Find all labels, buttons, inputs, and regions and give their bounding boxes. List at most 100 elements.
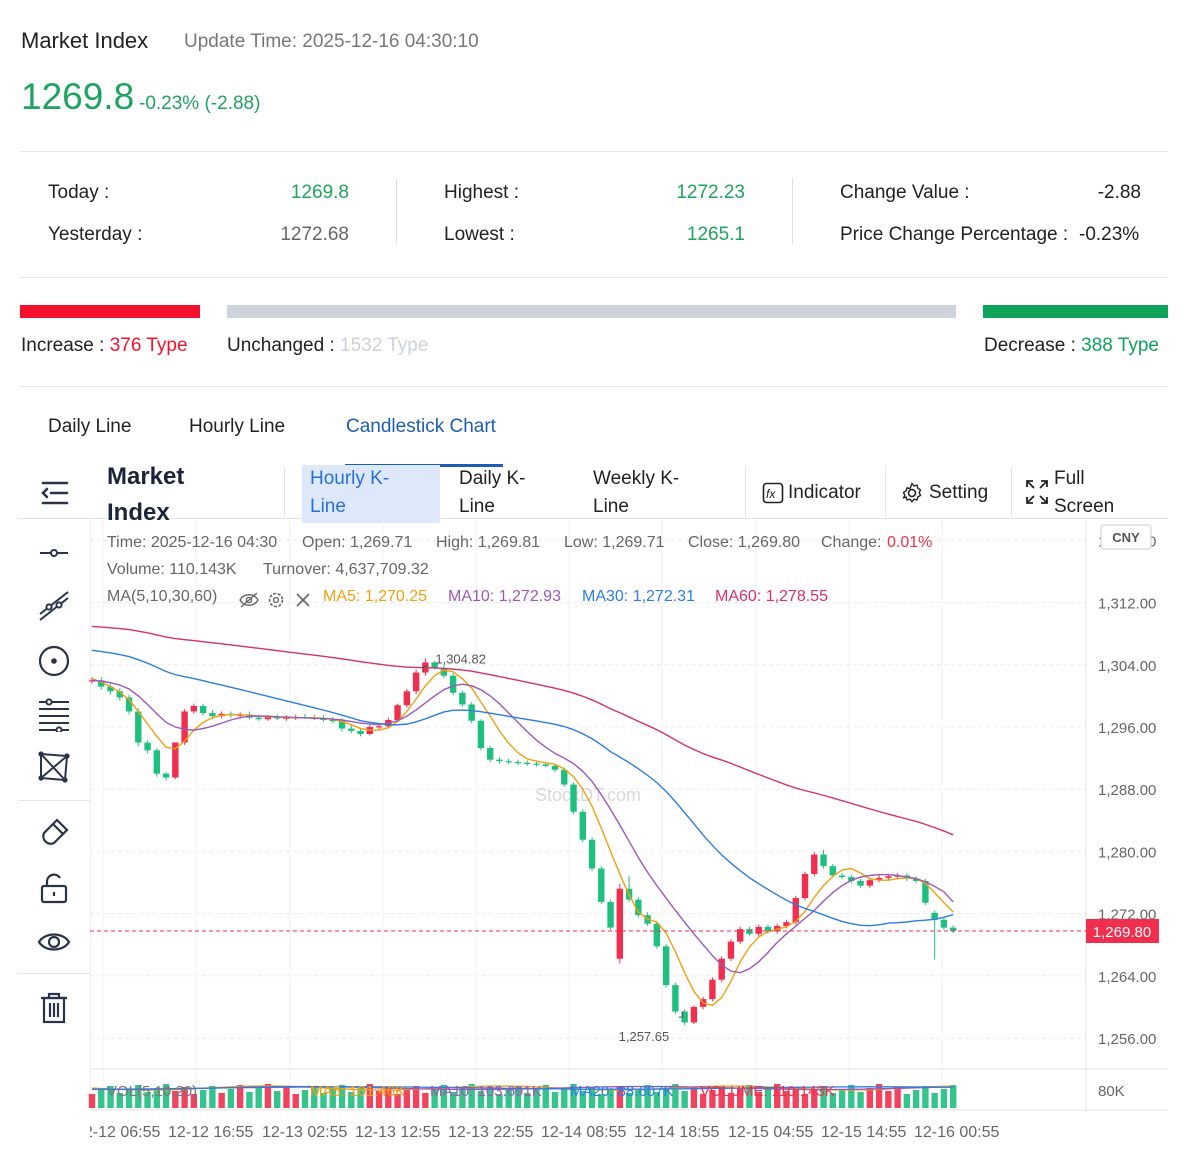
- legend-time: Time: 2025-12-16 04:30: [107, 534, 277, 551]
- candle-body: [431, 662, 438, 668]
- volume-bar: [681, 1091, 688, 1108]
- candle-body: [579, 811, 586, 840]
- volume-bar: [737, 1089, 744, 1108]
- legend-eye-icon[interactable]: [239, 592, 259, 608]
- candle-body: [755, 926, 762, 934]
- eye-icon[interactable]: [37, 925, 71, 959]
- pct-value: -0.23%: [1079, 224, 1140, 245]
- volume-bar: [431, 1089, 438, 1108]
- indicator-button[interactable]: fx Indicator: [762, 479, 861, 507]
- collapse-icon[interactable]: [37, 476, 71, 510]
- volume-bar: [246, 1092, 253, 1108]
- candle-body: [662, 946, 670, 986]
- candle-body: [329, 720, 336, 722]
- fullscreen-button[interactable]: Full Screen: [1054, 468, 1115, 517]
- candle-body: [320, 718, 327, 721]
- candle-body: [848, 877, 855, 881]
- volume-bar: [135, 1085, 142, 1108]
- candle-body: [838, 875, 846, 878]
- volume-bar: [570, 1084, 577, 1108]
- candle-body: [820, 854, 827, 867]
- lowest-value: 1265.1: [686, 224, 745, 245]
- setting-button[interactable]: Setting: [901, 479, 988, 507]
- price-change: -0.23% (-2.88): [139, 93, 261, 114]
- min-marker: [678, 1011, 684, 1018]
- symbol-name: Market Index: [107, 463, 185, 526]
- candle-body: [440, 667, 448, 676]
- candle-body: [394, 705, 401, 721]
- legend-close-icon[interactable]: [296, 593, 310, 607]
- x-tick-label: 12-13 12:55: [355, 1124, 441, 1141]
- tab-hourly-line[interactable]: Hourly Line: [189, 416, 286, 437]
- pattern-icon[interactable]: [37, 750, 71, 784]
- current-price: 1269.8: [21, 76, 135, 117]
- volume-bar: [727, 1093, 735, 1108]
- candle-body: [709, 979, 716, 1000]
- vol-legend-ma10: MA10: 103.691K: [430, 1083, 542, 1100]
- volume-bar: [116, 1093, 123, 1108]
- legend-ma5: MA5: 1,270.25: [323, 588, 427, 605]
- candle-body: [607, 901, 614, 928]
- ma30-line: [91, 649, 954, 927]
- candle-body: [144, 742, 151, 751]
- stat-separator: [396, 178, 397, 244]
- horizontal-line-icon[interactable]: [37, 536, 71, 570]
- increase-label: Increase : 376 Type: [21, 335, 188, 356]
- candle-body: [551, 765, 559, 770]
- tab-candlestick-chart[interactable]: Candlestick Chart: [346, 416, 496, 437]
- drawing-toolbar: [18, 518, 91, 1110]
- weekly-k-line-button[interactable]: Weekly K- Line: [593, 468, 680, 517]
- legend-ma-label: MA(5,10,30,60): [107, 588, 217, 605]
- unlock-icon[interactable]: [37, 871, 71, 905]
- volume-bar: [301, 1090, 309, 1108]
- legend-gear-icon[interactable]: [268, 592, 284, 608]
- increase-bar: [20, 305, 200, 318]
- unchanged-value: 1532 Type: [340, 335, 429, 356]
- candle-body: [672, 985, 679, 1012]
- tool-separator: [18, 800, 90, 801]
- magnet-icon[interactable]: [37, 816, 71, 850]
- highest-value: 1272.23: [676, 182, 745, 203]
- chart-toolbar: [18, 466, 1168, 519]
- candle-body: [866, 880, 874, 886]
- today-label: Today :: [48, 182, 110, 203]
- trend-line-icon[interactable]: [37, 588, 71, 622]
- volume-bar: [162, 1084, 170, 1108]
- fib-lines-icon[interactable]: [37, 698, 71, 734]
- candle-body: [922, 880, 929, 903]
- pct-label: Price Change Percentage :: [840, 224, 1069, 245]
- candle-body: [412, 672, 420, 692]
- volume-bar: [533, 1089, 540, 1108]
- volume-bar: [199, 1090, 207, 1108]
- fullscreen-icon[interactable]: [1025, 479, 1049, 510]
- candle-body: [811, 854, 818, 874]
- currency-badge[interactable]: [1100, 524, 1152, 550]
- volume-bar: [551, 1092, 559, 1108]
- legend-change-value: 0.01%: [887, 534, 932, 551]
- y-tick-label: 1,256.00: [1098, 1031, 1156, 1048]
- max-price-label: 1,304.82: [435, 651, 486, 666]
- volume-bar: [653, 1092, 661, 1108]
- function-icon: fx: [762, 482, 784, 504]
- x-tick-label: 12-13 22:55: [448, 1124, 534, 1141]
- circle-icon[interactable]: [37, 644, 71, 678]
- trash-icon[interactable]: [37, 991, 71, 1025]
- volume-bar: [811, 1090, 818, 1108]
- volume-bar: [885, 1091, 892, 1108]
- tab-daily-line[interactable]: Daily Line: [48, 416, 132, 437]
- y-tick-label: 1,288.00: [1098, 782, 1156, 799]
- daily-k-line-button[interactable]: Daily K- Line: [459, 468, 526, 517]
- hourly-k-line-button[interactable]: Hourly K- Line: [302, 465, 440, 523]
- x-tick-label: 12-14 08:55: [541, 1124, 627, 1141]
- update-time: Update Time: 2025-12-16 04:30:10: [184, 31, 479, 52]
- volume-bar: [394, 1094, 401, 1108]
- candle-body: [524, 762, 531, 764]
- candle-body: [274, 716, 281, 719]
- candle-body: [949, 927, 957, 931]
- candle-body: [209, 713, 216, 717]
- candle-body: [181, 711, 188, 743]
- watermark: StockDT.com: [535, 785, 641, 805]
- candle-body: [616, 888, 624, 959]
- y-tick-label: 1,264.00: [1098, 969, 1156, 986]
